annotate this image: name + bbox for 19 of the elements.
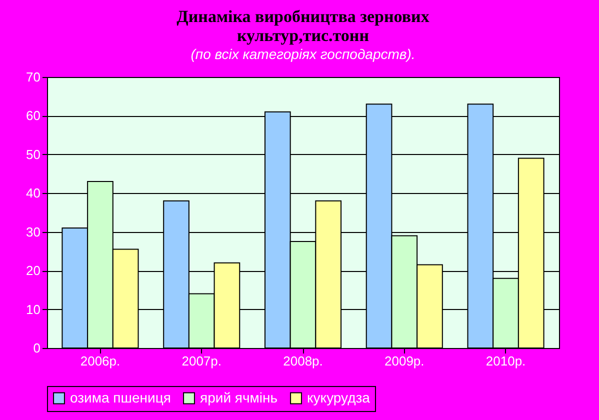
x-tick-label: 2008р. <box>283 354 323 368</box>
y-tick-label: 50 <box>26 146 40 162</box>
y-tick-label: 60 <box>26 108 40 124</box>
legend-label: озима пшениця <box>70 389 171 406</box>
y-tick-label: 10 <box>26 302 40 317</box>
text: Динаміка виробництва зернових <box>176 7 430 26</box>
y-tick-label: 70 <box>26 70 40 84</box>
legend-label: ярий ячмінь <box>200 389 278 406</box>
x-tick-label: 2010р. <box>486 354 526 368</box>
x-tick-label: 2009р. <box>384 354 424 368</box>
chart-subtitle: (по всіх категоріях господарств). <box>190 46 416 62</box>
y-tick-label: 40 <box>26 186 40 201</box>
y-tick-label: 0 <box>33 340 40 356</box>
x-tick-label: 2006р. <box>80 354 120 368</box>
y-tick-label: 20 <box>26 263 40 278</box>
x-tick-label: 2007р. <box>182 354 222 368</box>
text: культур,тис.тонн <box>237 26 369 45</box>
legend-label: кукурудза <box>307 389 370 406</box>
y-tick-label: 30 <box>26 224 40 240</box>
